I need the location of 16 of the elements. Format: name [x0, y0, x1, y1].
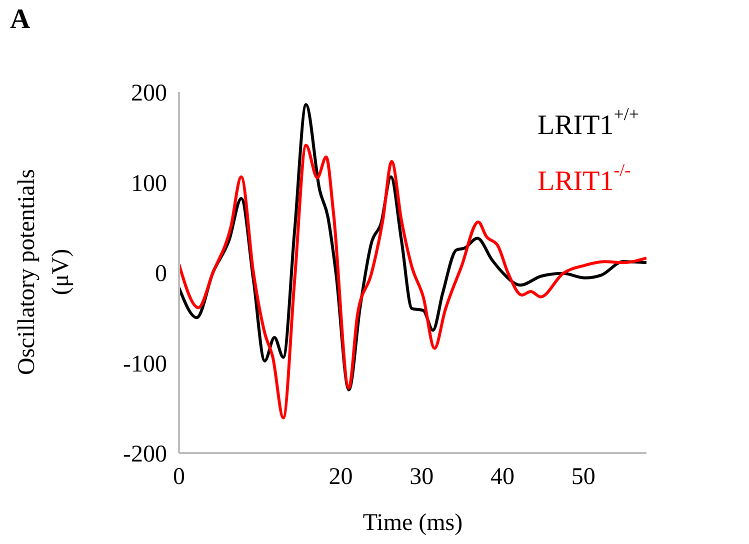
x-tick-label: 30 [410, 464, 434, 490]
y-tick-label: -200 [123, 442, 167, 468]
text: LRIT1$^{+/+}$ [537, 103, 639, 143]
line-series [179, 144, 646, 420]
x-axis-title: Time (ms) [362, 510, 463, 536]
x-tick-label: 20 [328, 464, 353, 490]
y-tick-label: 0 [155, 261, 167, 288]
text: A [10, 4, 30, 36]
y-axis-title: Oscillatory potentials (μV) [14, 169, 74, 375]
text: LRIT1$^{-/-}$ [537, 159, 632, 199]
y-tick-label: -100 [123, 351, 167, 378]
x-tick-label: 0 [173, 464, 185, 490]
x-tick-label: 50 [571, 464, 596, 490]
y-tick-label: 100 [131, 170, 167, 197]
y-tick-label: 200 [131, 80, 167, 107]
x-tick-label: 40 [490, 464, 515, 490]
